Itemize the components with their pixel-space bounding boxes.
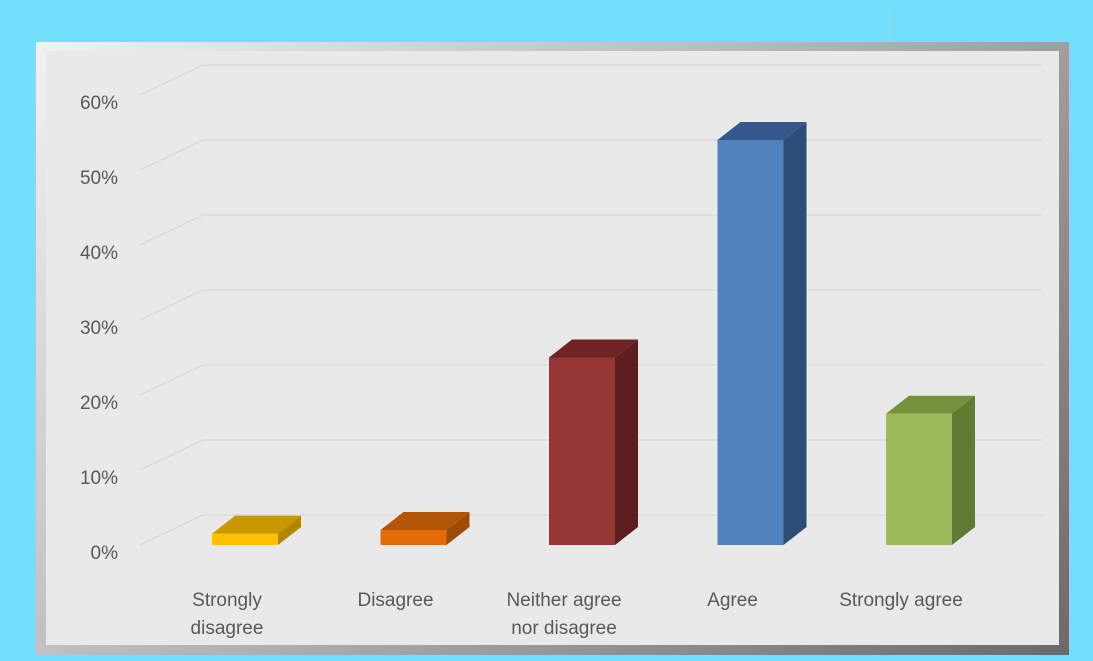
y-tick-label: 40% [80,243,118,264]
gridline-diagonal [139,364,204,396]
y-tick-label: 30% [80,318,118,339]
x-tick-label-line: Strongly agree [839,590,963,611]
bar [717,140,784,545]
gridline-diagonal [139,439,204,471]
gridline-diagonal [139,289,204,321]
bar-top-face [886,395,975,414]
bar [212,533,278,545]
bar-side-face [952,395,975,545]
bar-side-face [446,512,470,545]
x-tick-label: Strongly disagree [191,590,264,639]
bar-top-face [717,122,807,140]
bar [886,413,952,545]
bar-top-face [212,515,301,534]
gridline-diagonal [139,64,204,96]
bar [380,530,447,545]
x-tick-label-line: disagree [191,618,264,639]
y-tick-label: 20% [80,393,118,414]
y-tick-label: 60% [80,93,118,114]
x-tick-label-line: Neither agree [506,590,621,611]
x-tick-label: Agree [707,590,758,611]
bar-top-face [380,512,470,530]
gridline-diagonal [139,214,204,246]
edge-tick-line [893,6,894,42]
x-tick-label-line: Strongly [192,590,262,611]
gridline-diagonal [139,139,204,171]
bar-top-face [549,339,638,358]
x-tick-label: Strongly agree [839,590,963,611]
x-tick-label-line: Disagree [357,590,433,611]
bar-side-face [783,122,807,545]
bar-side-face [615,339,638,545]
x-tick-label: Disagree [357,590,433,611]
bar [549,357,615,545]
plot-area [46,51,1059,645]
gridline-diagonal [139,514,204,546]
x-tick-label: Neither agree nor disagree [506,590,621,639]
y-tick-label: 10% [80,468,118,489]
y-tick-label: 50% [80,168,118,189]
x-tick-label-line: Agree [707,590,758,611]
y-tick-label: 0% [91,543,119,564]
chart-frame [36,42,1069,655]
x-tick-label-line: nor disagree [511,618,617,639]
bar-side-face [278,515,301,545]
